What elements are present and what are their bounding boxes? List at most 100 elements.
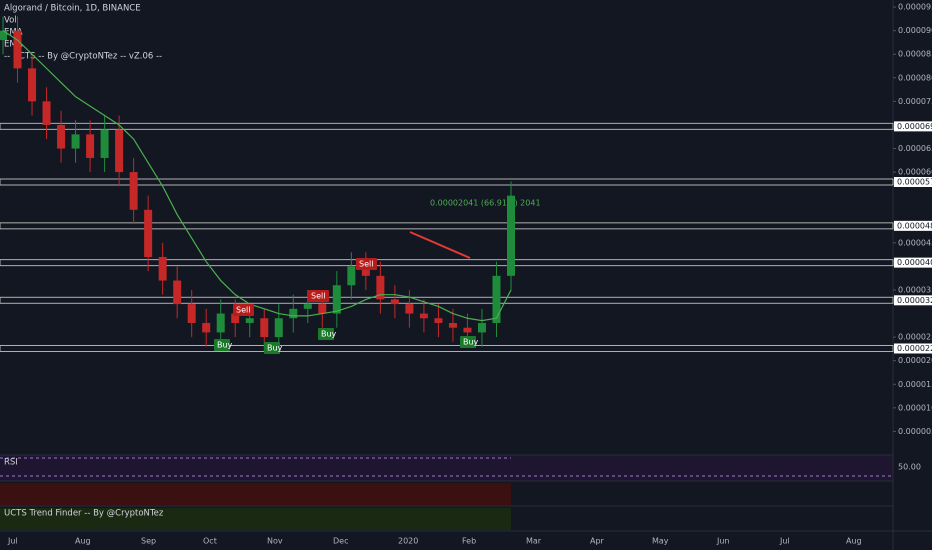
level-label: 0.00002259 xyxy=(897,344,932,353)
ema-short xyxy=(409,231,471,259)
candle-body xyxy=(361,266,370,276)
candle-body xyxy=(173,280,182,305)
level-label: 0.00004080 xyxy=(897,258,932,267)
x-tick-label: Jul xyxy=(7,537,18,546)
y-tick-label: 0.00006500 xyxy=(898,144,932,153)
candle-body xyxy=(0,30,7,41)
legend-entry: -- UCTS -- By @CryptoNTez -- vZ.06 -- xyxy=(4,52,162,62)
x-tick-label: Dec xyxy=(333,537,348,546)
x-tick-label: Nov xyxy=(267,537,283,546)
candle-body xyxy=(405,304,414,314)
candle-body xyxy=(216,313,225,333)
candle-body xyxy=(245,318,254,323)
candle-body xyxy=(274,318,283,338)
level-label: 0.00004860 xyxy=(897,221,932,230)
x-tick-label: Feb xyxy=(462,537,476,546)
signal-tag xyxy=(233,304,254,316)
measure-annotation: 0.00002041 (66.91%) 2041 xyxy=(430,199,541,208)
y-tick-label: 0.00007500 xyxy=(898,97,932,106)
level-label: 0.00006970 xyxy=(897,122,932,131)
y-tick-label: 0.00001500 xyxy=(898,380,932,389)
x-tick-label: Apr xyxy=(590,537,605,546)
level-label: 0.00005790 xyxy=(897,178,932,187)
candle-body xyxy=(57,124,66,149)
rsi-tick-label: 50.00 xyxy=(898,463,921,472)
level-band xyxy=(0,222,894,230)
y-tick-label: 0.00002000 xyxy=(898,356,932,365)
level-tag xyxy=(894,220,932,231)
level-tag xyxy=(894,257,932,268)
candle-body xyxy=(28,68,37,102)
signal-label: Buy xyxy=(321,330,337,339)
signal-tag xyxy=(356,258,377,270)
level-band xyxy=(0,178,894,186)
candle-body xyxy=(158,256,167,281)
candle-body xyxy=(507,195,515,276)
y-tick-label: 0.00008500 xyxy=(898,50,932,59)
candle-body xyxy=(448,322,457,328)
candle-body xyxy=(434,318,443,323)
legend-entry: Vol xyxy=(4,16,17,26)
rsi-label: RSI xyxy=(4,458,18,468)
y-tick-label: 0.00004500 xyxy=(898,238,932,247)
candle-body xyxy=(115,129,124,173)
pane-label: UCTS Trend Finder -- By @CryptoNTez xyxy=(4,509,164,519)
x-tick-label: 2020 xyxy=(398,537,418,546)
candle-body xyxy=(260,318,269,338)
level-tag xyxy=(894,177,932,187)
x-tick-label: Aug xyxy=(846,537,862,546)
candle-body xyxy=(390,299,399,305)
candle-body xyxy=(187,304,196,323)
candle-body xyxy=(419,313,428,319)
y-tick-label: 0.00009000 xyxy=(898,26,932,35)
candle-body xyxy=(492,275,501,323)
x-tick-label: May xyxy=(652,537,669,546)
signal-tag xyxy=(308,290,329,302)
signal-label: Buy xyxy=(267,344,283,353)
candle-body xyxy=(231,313,240,323)
candle-body xyxy=(129,172,138,210)
x-tick-label: Jun xyxy=(716,537,730,546)
x-tick-label: Mar xyxy=(526,537,542,546)
x-tick-label: Oct xyxy=(203,537,217,546)
ema-line xyxy=(2,30,512,322)
signal-label: Sell xyxy=(236,306,250,315)
level-band xyxy=(0,122,894,130)
signal-tag xyxy=(214,339,230,351)
candle-body xyxy=(463,327,472,333)
signal-label: Sell xyxy=(359,260,373,269)
signal-label: Buy xyxy=(463,338,479,347)
y-tick-label: 0.00008000 xyxy=(898,73,932,82)
rsi-pane xyxy=(0,455,893,481)
chart-title: Algorand / Bitcoin, 1D, BINANCE xyxy=(4,4,141,14)
ucts-pane-fill xyxy=(0,483,511,505)
y-tick-label: 0.00009500 xyxy=(898,3,932,12)
candle-body xyxy=(303,304,312,309)
candle-body xyxy=(202,322,211,333)
level-tag xyxy=(894,343,932,354)
x-tick-label: Jul xyxy=(779,537,790,546)
candle-body xyxy=(13,30,22,69)
legend-entry: EMA xyxy=(4,28,23,38)
level-band xyxy=(0,344,894,352)
candle-body xyxy=(144,209,153,257)
candle-body xyxy=(86,134,95,158)
y-tick-label: 0.00001000 xyxy=(898,403,932,412)
level-tag xyxy=(894,295,932,306)
candle-body xyxy=(318,304,327,314)
candle-body xyxy=(71,134,80,149)
level-band xyxy=(0,259,894,267)
candle-body xyxy=(376,275,385,300)
y-tick-label: 0.00002500 xyxy=(898,333,932,342)
candle-body xyxy=(332,285,341,314)
signal-tag xyxy=(318,328,334,340)
legend-entry: EMA xyxy=(4,40,23,50)
candle-body xyxy=(347,266,356,286)
x-tick-label: Sep xyxy=(141,537,156,546)
signal-label: Sell xyxy=(311,292,325,301)
level-label: 0.00003281 xyxy=(897,296,932,305)
y-tick-label: 0.00006000 xyxy=(898,168,932,177)
y-tick-label: 0.00003500 xyxy=(898,285,932,294)
signal-label: Buy xyxy=(217,341,233,350)
